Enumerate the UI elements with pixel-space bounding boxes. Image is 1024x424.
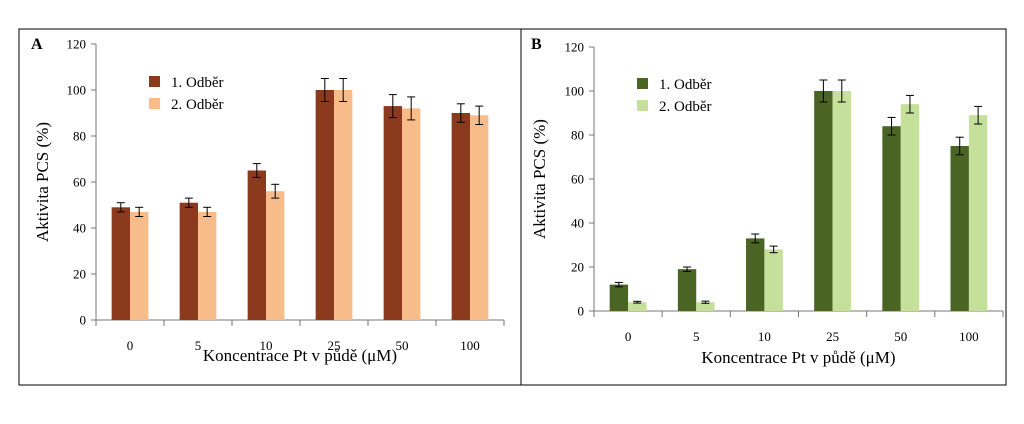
legend-b: 1. Odběr 2. Odběr (637, 77, 712, 115)
bar-series-2-10 (764, 249, 783, 311)
panel-label-a: A (31, 36, 43, 53)
x-tick-label: 25 (826, 329, 839, 344)
bar-series-2-100 (968, 115, 988, 311)
x-tick-label: 100 (959, 329, 979, 344)
legend-a: 1. Odběr 2. Odběr (149, 75, 224, 113)
y-ticks-b: 0 20 40 60 80 100 120 (565, 40, 594, 319)
bar-series-2-100 (470, 115, 489, 320)
y-axis-title: Aktivita PCS (%) (530, 119, 549, 239)
legend-swatch-series-1 (637, 78, 648, 89)
y-tick-label: 60 (571, 172, 584, 187)
bars-a (111, 78, 489, 321)
y-tick-label: 40 (571, 216, 584, 231)
x-tick-label: 10 (260, 338, 273, 353)
x-axis-title: Koncentrace Pt v půdě (μM) (701, 348, 895, 367)
bars-b (609, 79, 988, 311)
y-ticks-a: 0 20 40 60 80 100 120 (67, 37, 96, 328)
y-tick-label: 20 (571, 260, 584, 275)
x-tick-label: 100 (460, 338, 480, 353)
x-ticks-a: 0 5 10 25 50 100 (95, 320, 505, 353)
y-tick-label: 80 (571, 128, 584, 143)
bar-series-2-10 (266, 191, 285, 320)
x-tick-label: 5 (195, 338, 202, 353)
bar-series-1-25 (315, 90, 334, 320)
chart-panel-b: B 0 20 40 60 80 100 120 0 5 10 25 50 100 Aktivita P… (530, 36, 1004, 367)
chart-panel-a: A 0 20 40 60 80 100 120 0 5 10 25 50 100 Aktivita P… (31, 36, 505, 365)
panel-label-b: B (531, 36, 542, 53)
x-axis-title: Koncentrace Pt v půdě (μM) (203, 346, 397, 365)
y-tick-label: 40 (73, 221, 86, 236)
bar-series-2-0 (130, 211, 149, 320)
y-tick-label: 80 (73, 129, 86, 144)
legend-label-series-1: 1. Odběr (659, 77, 712, 93)
bar-series-2-5 (696, 302, 715, 311)
figure-frame (18, 28, 1007, 386)
bar-series-1-100 (950, 146, 969, 311)
y-tick-label: 100 (67, 83, 87, 98)
bar-series-2-25 (334, 90, 353, 320)
bar-series-1-25 (814, 91, 833, 311)
bar-series-2-5 (198, 211, 217, 320)
bar-series-2-50 (900, 104, 920, 311)
legend-label-series-2: 2. Odběr (171, 97, 224, 113)
y-axis-title: Aktivita PCS (%) (33, 122, 52, 242)
legend-swatch-series-2 (637, 100, 648, 111)
x-tick-label: 25 (328, 338, 341, 353)
bar-series-1-0 (111, 207, 130, 320)
x-tick-label: 10 (758, 329, 771, 344)
y-tick-label: 120 (565, 40, 585, 55)
y-tick-label: 60 (73, 175, 86, 190)
bar-series-1-10 (746, 238, 765, 311)
bar-series-2-25 (832, 91, 851, 311)
bar-series-1-5 (179, 202, 198, 320)
bar-series-1-50 (882, 126, 901, 311)
bar-series-2-0 (628, 302, 647, 311)
x-tick-label: 0 (625, 329, 632, 344)
y-tick-label: 20 (73, 267, 86, 282)
bar-series-1-100 (451, 113, 470, 320)
legend-label-series-2: 2. Odběr (659, 99, 712, 115)
bar-series-1-5 (677, 269, 697, 311)
bar-series-1-50 (383, 106, 402, 320)
bar-series-1-0 (609, 284, 629, 311)
bar-series-1-10 (247, 170, 266, 320)
bar-series-2-50 (402, 108, 421, 321)
y-tick-label: 120 (67, 37, 87, 52)
legend-label-series-1: 1. Odběr (171, 75, 224, 91)
y-tick-label: 0 (578, 304, 585, 319)
x-tick-label: 50 (894, 329, 907, 344)
legend-swatch-series-1 (149, 76, 160, 87)
y-tick-label: 100 (565, 84, 585, 99)
x-tick-label: 50 (396, 338, 409, 353)
x-ticks-b: 0 5 10 25 50 100 (593, 311, 1004, 344)
x-tick-label: 5 (693, 329, 700, 344)
y-tick-label: 0 (80, 313, 87, 328)
legend-swatch-series-2 (149, 98, 160, 109)
x-tick-label: 0 (127, 338, 134, 353)
